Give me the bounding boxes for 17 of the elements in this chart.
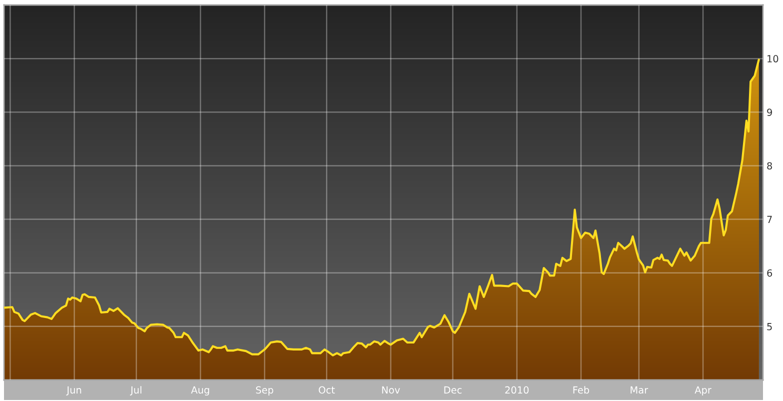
x-tick-label: Dec bbox=[444, 386, 462, 394]
x-tick-label: Oct bbox=[318, 386, 335, 394]
x-tick-label: Jun bbox=[66, 386, 82, 396]
x-tick-label: 2010 bbox=[505, 386, 529, 394]
y-tick-label: 5 bbox=[767, 323, 772, 330]
x-tick-label: Apr bbox=[694, 386, 712, 396]
x-tick-label: Feb bbox=[573, 386, 590, 394]
x-tick-label: Jul bbox=[130, 386, 142, 396]
y-tick-label: 10 bbox=[768, 55, 778, 62]
x-tick-label: Sep bbox=[256, 386, 274, 396]
y-tick-label: 9 bbox=[767, 108, 772, 116]
x-tick-label: Nov bbox=[382, 386, 400, 394]
y-tick-label: 7 bbox=[767, 216, 772, 223]
x-tick-label: Mar bbox=[630, 386, 648, 394]
x-tick-label: Aug bbox=[191, 386, 210, 396]
y-tick-label: 6 bbox=[767, 269, 772, 277]
y-tick-label: 8 bbox=[767, 162, 772, 170]
